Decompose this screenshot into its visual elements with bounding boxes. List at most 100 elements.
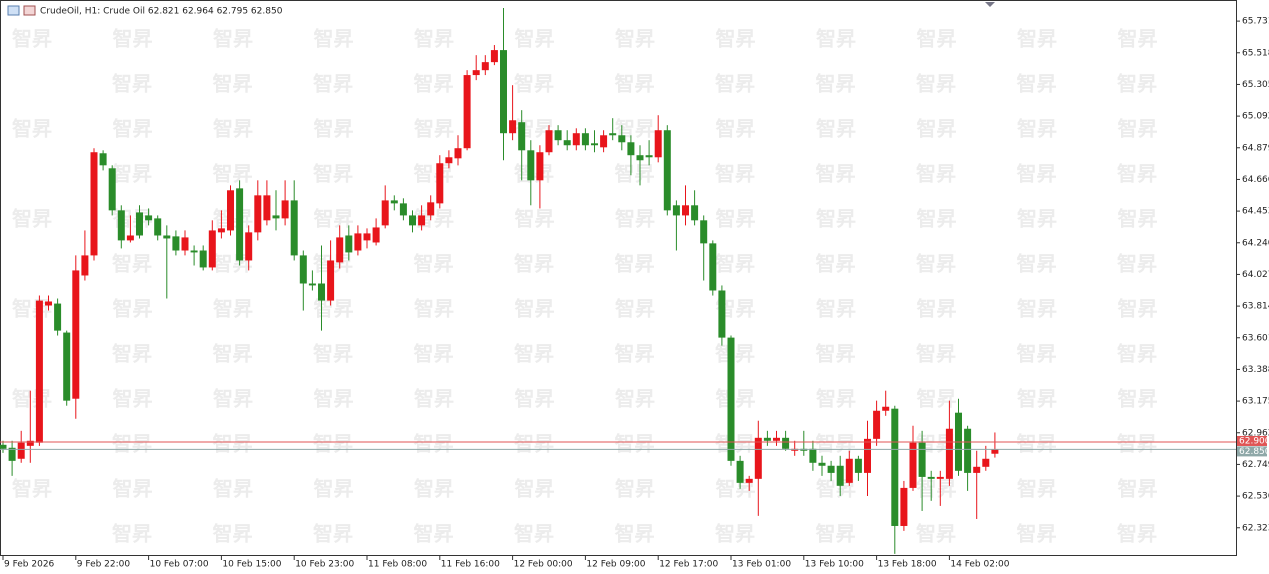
- candle-body: [909, 442, 917, 488]
- y-tick-label: 65.305: [1242, 80, 1269, 90]
- watermark: 智昇: [314, 117, 354, 141]
- x-tick-label: 9 Feb 2026: [4, 560, 55, 570]
- candle-body: [763, 437, 771, 441]
- watermark: 智昇: [716, 207, 756, 231]
- chart-header: CrudeOil, H1: Crude Oil 62.821 62.964 62…: [40, 7, 283, 17]
- watermark: 智昇: [715, 72, 755, 96]
- watermark: 智昇: [615, 162, 655, 186]
- watermark: 智昇: [314, 387, 354, 411]
- candle-body: [399, 203, 407, 216]
- watermark: 智昇: [515, 297, 555, 321]
- candle-body: [718, 290, 726, 338]
- y-tick-label: 65.518: [1242, 48, 1269, 58]
- watermark: 智昇: [1017, 117, 1057, 141]
- candle-body: [336, 237, 344, 263]
- y-tick-label: 62.962: [1242, 428, 1269, 438]
- watermark: 智昇: [816, 387, 856, 411]
- watermark: 智昇: [515, 477, 555, 501]
- candle-body: [463, 75, 471, 149]
- watermark: 智昇: [213, 72, 253, 96]
- watermark: 智昇: [414, 117, 454, 141]
- y-tick-label: 62.536: [1242, 492, 1269, 502]
- candle-body: [136, 212, 143, 236]
- candle-body: [745, 478, 753, 483]
- watermark: 智昇: [615, 252, 655, 276]
- watermark: 智昇: [816, 117, 856, 141]
- x-tick-label: 12 Feb 00:00: [514, 560, 573, 570]
- watermark: 智昇: [314, 207, 354, 231]
- candle-body: [818, 462, 826, 466]
- watermark: 智昇: [1118, 297, 1158, 321]
- watermark: 智昇: [615, 72, 655, 96]
- candle-body: [454, 148, 462, 159]
- watermark: 智昇: [314, 477, 354, 501]
- candle-body: [882, 406, 890, 411]
- watermark: 智昇: [12, 387, 52, 411]
- candle-body: [190, 250, 198, 253]
- watermark: 智昇: [113, 27, 153, 51]
- watermark: 智昇: [916, 72, 956, 96]
- x-tick-label: 13 Feb 18:00: [878, 560, 937, 570]
- candle-body: [381, 200, 389, 226]
- watermark: 智昇: [716, 387, 756, 411]
- x-tick-label: 10 Feb 23:00: [295, 560, 354, 570]
- watermark: 智昇: [514, 252, 554, 276]
- watermark: 智昇: [1117, 342, 1157, 366]
- candle-body: [591, 143, 598, 146]
- candle-body: [709, 243, 717, 291]
- candle-body: [199, 250, 207, 268]
- candle-body: [545, 130, 553, 153]
- candle-body: [472, 70, 480, 76]
- watermark: 智昇: [414, 27, 454, 51]
- y-tick-label: 63.814: [1242, 302, 1269, 312]
- candle-body: [45, 301, 52, 306]
- candle-body: [554, 130, 562, 141]
- watermark: 智昇: [916, 342, 956, 366]
- watermark: 智昇: [515, 207, 555, 231]
- candle-body: [527, 150, 535, 181]
- candle-body: [918, 442, 926, 477]
- candle-body: [35, 300, 43, 443]
- watermark: 智昇: [1117, 72, 1157, 96]
- watermark: 智昇: [715, 342, 755, 366]
- watermark: 智昇: [917, 297, 957, 321]
- watermark: 智昇: [1118, 117, 1158, 141]
- watermark: 智昇: [113, 477, 153, 501]
- watermark: 智昇: [414, 387, 454, 411]
- candle-body: [99, 153, 107, 166]
- watermark: 智昇: [615, 432, 655, 456]
- watermark: 智昇: [213, 117, 253, 141]
- candle-body: [354, 233, 362, 251]
- plot-frame: [0, 0, 1237, 556]
- candle-body: [17, 442, 25, 459]
- y-tick-label: 63.175: [1242, 397, 1269, 407]
- watermark: 智昇: [1117, 522, 1157, 546]
- x-tick-label: 12 Feb 09:00: [586, 560, 645, 570]
- watermark: 智昇: [816, 207, 856, 231]
- x-tick-label: 9 Feb 22:00: [77, 560, 131, 570]
- candle-body: [163, 235, 171, 239]
- candle-body: [418, 215, 426, 226]
- watermark: 智昇: [816, 27, 856, 51]
- watermark: 智昇: [1017, 387, 1057, 411]
- watermark: 智昇: [615, 522, 655, 546]
- candle-body: [427, 202, 435, 216]
- watermark: 智昇: [514, 522, 554, 546]
- candle-body: [390, 200, 398, 204]
- watermark: 智昇: [1017, 432, 1057, 456]
- candle-body: [272, 215, 280, 219]
- y-tick-label: 64.879: [1242, 143, 1269, 153]
- candle-body: [81, 255, 89, 276]
- watermark: 智昇: [1117, 432, 1157, 456]
- y-tick-label: 64.666: [1242, 175, 1269, 185]
- y-tick-label: 64.240: [1242, 238, 1269, 248]
- x-tick-label: 14 Feb 02:00: [950, 560, 1009, 570]
- watermark: 智昇: [213, 522, 253, 546]
- candle-body: [299, 255, 307, 284]
- candle-body: [563, 140, 571, 146]
- watermark: 智昇: [917, 27, 957, 51]
- watermark: 智昇: [715, 252, 755, 276]
